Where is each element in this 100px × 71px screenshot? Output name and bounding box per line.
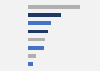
Bar <box>28 46 44 50</box>
Bar <box>28 13 61 17</box>
Bar <box>28 54 36 58</box>
Bar <box>28 62 33 66</box>
Bar <box>28 38 45 41</box>
Bar <box>28 30 48 33</box>
Bar <box>28 5 80 9</box>
Bar <box>28 21 51 25</box>
